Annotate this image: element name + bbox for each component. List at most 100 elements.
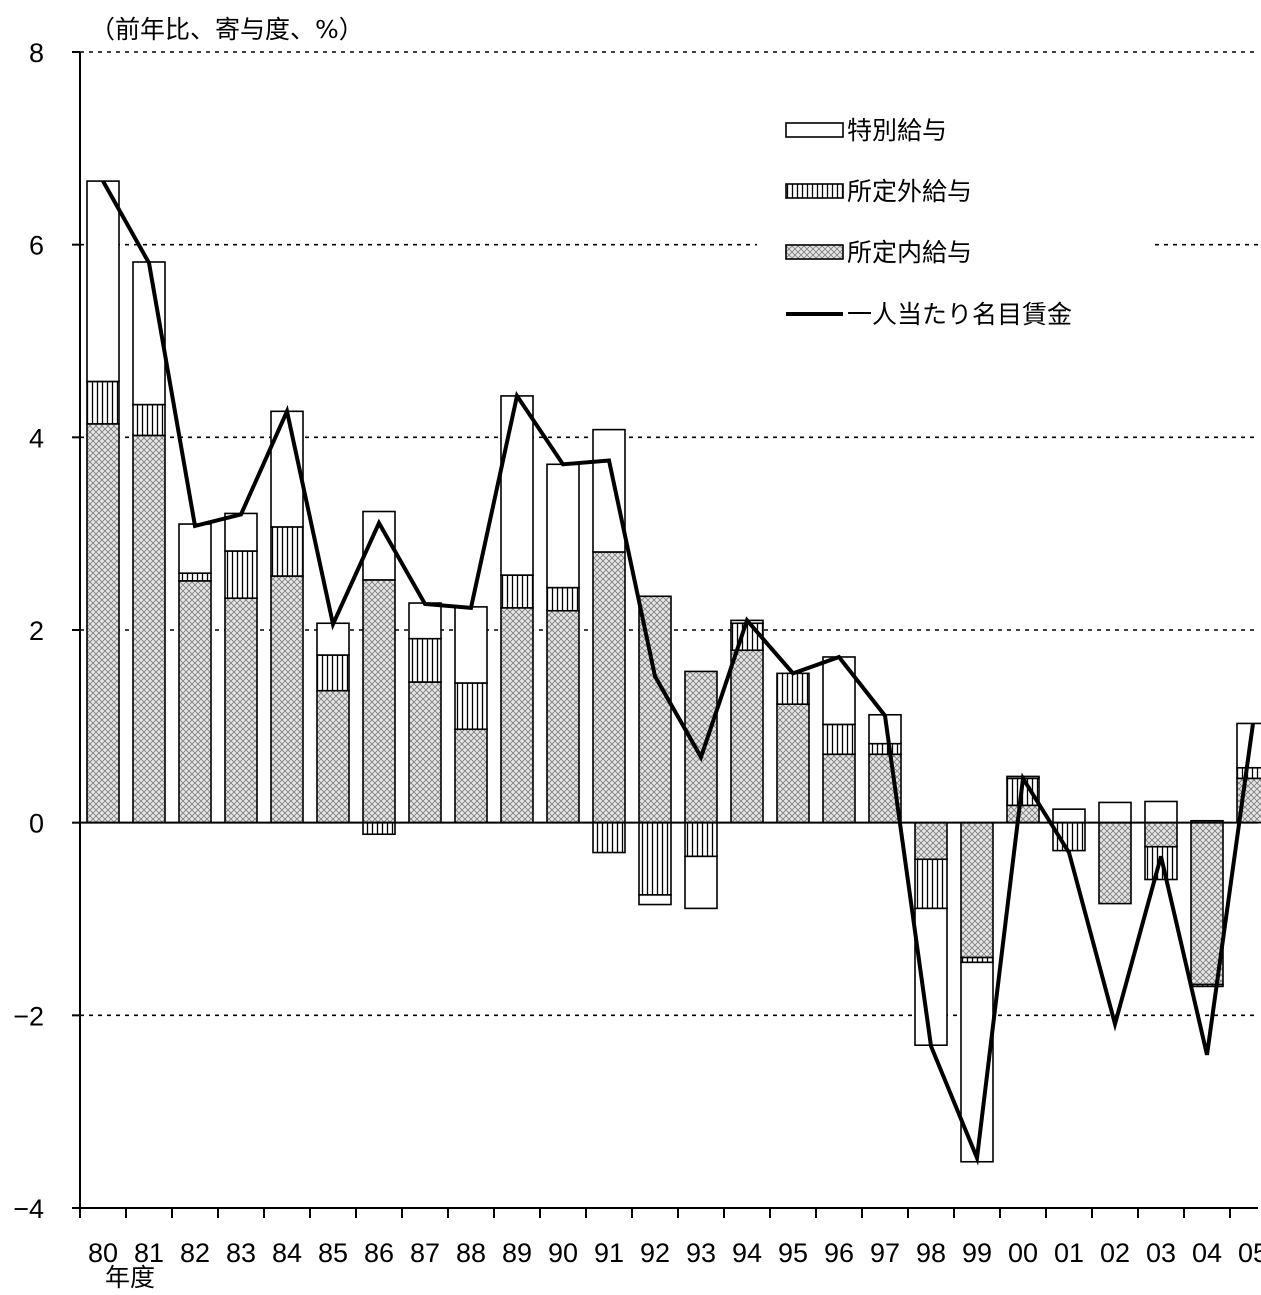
bar-segment: [362, 579, 396, 824]
x-tick-label: 94: [732, 1238, 762, 1268]
x-tick-label: 91: [594, 1238, 624, 1268]
x-tick-label: 95: [778, 1238, 808, 1268]
bar-segment: [638, 894, 672, 906]
bar-segment: [86, 423, 120, 824]
bar-segment: [546, 609, 580, 824]
bars: [86, 180, 1261, 1163]
x-tick-label: 82: [180, 1238, 210, 1268]
bar-segment: [960, 821, 994, 959]
bar-segment: [224, 597, 258, 824]
bar-segment: [316, 654, 350, 692]
x-tick-label: 85: [318, 1238, 348, 1268]
bar-segment: [868, 742, 902, 756]
x-tick-label: 03: [1146, 1238, 1176, 1268]
x-tick-label: 83: [226, 1238, 256, 1268]
bar-segment: [1144, 800, 1178, 824]
x-tick-label: 86: [364, 1238, 394, 1268]
bar-segment: [1098, 801, 1132, 824]
bar-segment: [546, 586, 580, 612]
bar-segment: [500, 607, 534, 824]
bar-segment: [500, 574, 534, 609]
y-tick-label: 4: [29, 423, 44, 453]
y-tick-label: 2: [29, 616, 44, 646]
bar-segment: [822, 753, 856, 824]
bar-segment: [822, 656, 856, 726]
bar-segment: [1236, 766, 1261, 780]
bar-segment: [684, 821, 718, 858]
bar-segment: [822, 723, 856, 756]
y-tick-label: −2: [13, 1001, 44, 1031]
x-tick-label: 81: [134, 1238, 164, 1268]
bar-segment: [454, 728, 488, 824]
legend-swatch: [785, 244, 844, 260]
bar-segment: [730, 622, 764, 652]
bar-segment: [454, 682, 488, 731]
bar-segment: [270, 575, 304, 824]
x-tick-label: 89: [502, 1238, 532, 1268]
bar-segment: [638, 821, 672, 896]
x-tick-label: 92: [640, 1238, 670, 1268]
bar-segment: [224, 550, 258, 600]
x-tick-label: 02: [1100, 1238, 1130, 1268]
y-tick-label: 8: [29, 38, 44, 68]
bar-segment: [178, 523, 212, 574]
bar-segment: [592, 428, 626, 553]
legend-swatch: [785, 122, 844, 138]
legend-label: 所定外給与: [847, 177, 972, 206]
bar-segment: [730, 649, 764, 824]
x-tick-label: 87: [410, 1238, 440, 1268]
bar-segment: [1144, 821, 1178, 848]
y-tick-label: 6: [29, 231, 44, 261]
bar-segment: [1098, 821, 1132, 905]
bar-segment: [500, 395, 534, 576]
bar-segment: [776, 672, 810, 705]
bar-segment: [132, 434, 166, 824]
bar-segment: [86, 380, 120, 425]
x-tick-label: 93: [686, 1238, 716, 1268]
x-tick-label: 84: [272, 1238, 302, 1268]
y-tick-label: 0: [29, 809, 44, 839]
x-tick-labels: 80 81 82 83 84 85 86 87 88 89 90 91 92 93 94 95 96 97 98 99…: [88, 1238, 1261, 1268]
x-tick-label: 98: [916, 1238, 946, 1268]
x-tick-label: 99: [962, 1238, 992, 1268]
bar-segment: [546, 463, 580, 589]
bar-segment: [86, 180, 120, 383]
bar-segment: [914, 821, 948, 861]
bar-segment: [1006, 804, 1040, 824]
x-tick-label: 88: [456, 1238, 486, 1268]
x-tick-label: 00: [1008, 1238, 1038, 1268]
bar-segment: [362, 821, 396, 836]
bar-segment: [270, 526, 304, 577]
bar-segment: [914, 858, 948, 910]
bar-segment: [408, 602, 442, 640]
bar-segment: [1052, 808, 1086, 824]
legend-label: 一人当たり名目賃金: [847, 300, 1072, 329]
x-tick-label: 96: [824, 1238, 854, 1268]
bar-segment: [132, 403, 166, 437]
x-tick-label: 04: [1192, 1238, 1222, 1268]
x-tick-label: 05: [1238, 1238, 1261, 1268]
x-axis-label: 年度: [105, 1263, 155, 1292]
bar-segment: [776, 703, 810, 824]
legend-swatch: [785, 183, 844, 199]
bar-segment: [454, 606, 488, 684]
y-tick-labels: −4 −2 0 2 4 6 8: [13, 38, 44, 1224]
bar-segment: [592, 821, 626, 854]
line-series: [101, 180, 1255, 1166]
x-tick-label: 97: [870, 1238, 900, 1268]
bar-segment: [408, 637, 442, 683]
bar-segment: [684, 855, 718, 910]
x-tick-label: 01: [1054, 1238, 1084, 1268]
bar-segment: [224, 512, 258, 552]
y-tick-label: −4: [13, 1194, 44, 1224]
bar-segment: [684, 670, 718, 824]
bar-segment: [316, 689, 350, 824]
x-tick-label: 90: [548, 1238, 578, 1268]
unit-label: （前年比、寄与度、%）: [90, 15, 364, 44]
bar-segment: [178, 580, 212, 824]
nominal-wage-line: [101, 180, 1255, 1166]
bar-segment: [592, 551, 626, 824]
axes: [72, 51, 1258, 1218]
legend-label: 特別給与: [847, 116, 947, 145]
